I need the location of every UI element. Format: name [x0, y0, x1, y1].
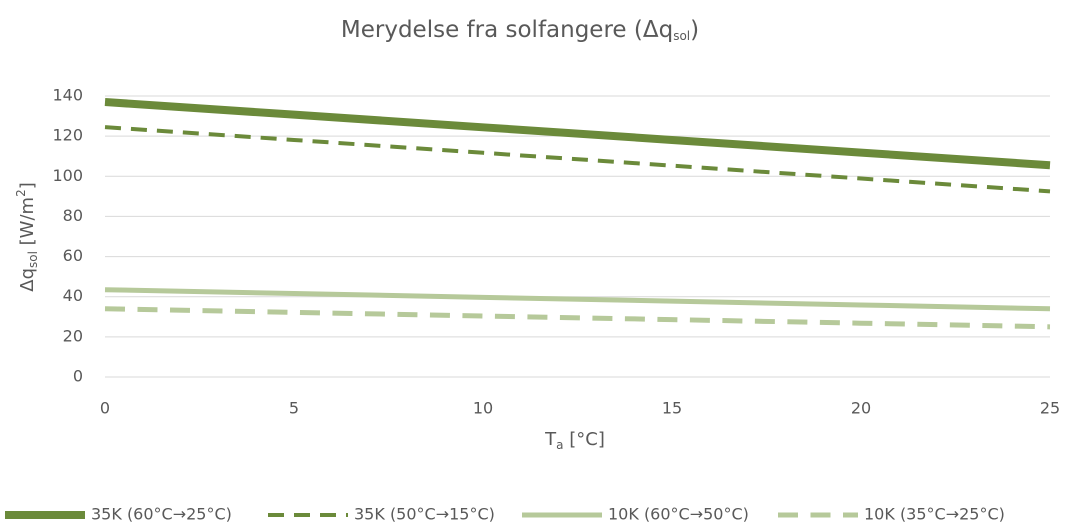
legend-label: 35K (50°C→15°C) — [354, 505, 495, 524]
y-tick-label: 40 — [63, 286, 83, 305]
x-tick-label: 10 — [473, 399, 493, 418]
chart-title: Merydelse fra solfangere (Δqsol) — [341, 17, 699, 43]
x-label-subscript: a — [556, 438, 563, 452]
x-label-main: T — [544, 429, 557, 450]
x-tick-label: 15 — [662, 399, 682, 418]
y-axis-label: Δqsol [W/m2] — [14, 182, 40, 292]
y-label-main: Δq — [17, 268, 38, 292]
series-line — [104, 287, 1051, 312]
series-line — [104, 306, 1051, 330]
y-tick-label: 20 — [63, 326, 83, 345]
title-subscript: sol — [673, 29, 690, 43]
series-line — [104, 125, 1051, 194]
y-label-mid: [W/m — [17, 197, 38, 251]
x-label-end: [°C] — [564, 429, 605, 450]
legend-label: 10K (60°C→50°C) — [608, 505, 749, 524]
y-tick-label: 0 — [73, 367, 83, 386]
legend-label: 10K (35°C→25°C) — [864, 505, 1005, 524]
y-label-end: ] — [17, 182, 38, 189]
title-end: ) — [690, 17, 699, 43]
y-label-superscript: 2 — [14, 189, 28, 197]
y-tick-label: 140 — [52, 86, 83, 105]
x-tick-label: 25 — [1040, 399, 1060, 418]
y-tick-label: 80 — [63, 206, 83, 225]
y-tick-label: 60 — [63, 246, 83, 265]
x-tick-label: 20 — [851, 399, 871, 418]
y-tick-label: 120 — [52, 126, 83, 145]
x-tick-label: 0 — [100, 399, 110, 418]
title-main: Merydelse fra solfangere (Δq — [341, 17, 673, 43]
y-tick-label: 100 — [52, 166, 83, 185]
legend-label: 35K (60°C→25°C) — [91, 505, 232, 524]
y-label-subscript: sol — [26, 251, 40, 268]
x-tick-label: 5 — [289, 399, 299, 418]
x-axis-label: Ta [°C] — [544, 429, 605, 452]
series-line — [104, 98, 1051, 170]
